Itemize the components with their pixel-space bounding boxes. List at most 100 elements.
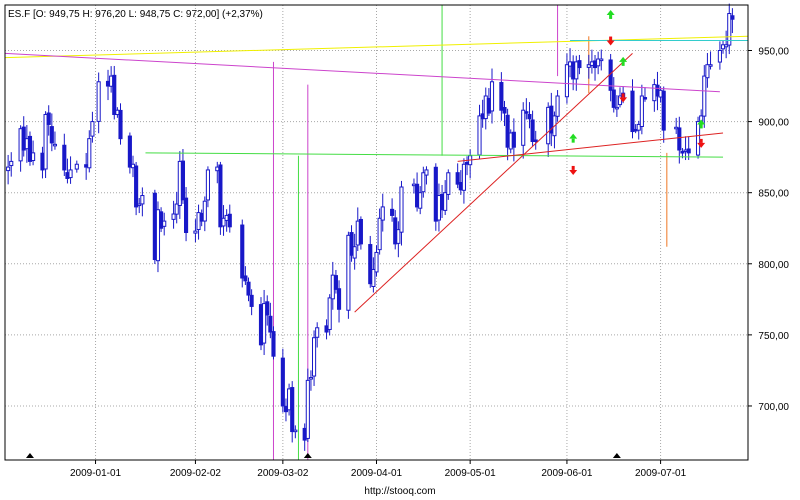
candle	[708, 51, 713, 70]
candle	[424, 166, 429, 185]
candle-body	[586, 64, 591, 68]
candle	[90, 111, 95, 143]
candle-body	[280, 357, 285, 407]
candle	[315, 322, 320, 348]
candle	[27, 131, 33, 166]
candle	[193, 219, 198, 243]
candle-body	[446, 172, 451, 195]
candle	[52, 131, 58, 150]
candle	[730, 8, 735, 34]
candle-body	[418, 192, 423, 209]
candle-body	[433, 166, 438, 222]
candle-body	[596, 58, 601, 67]
candle-body	[193, 230, 198, 234]
candle-body	[293, 429, 298, 433]
candle-body	[349, 232, 354, 256]
candle	[240, 219, 245, 288]
trend-line-red	[457, 132, 724, 162]
candle-body	[6, 166, 11, 172]
candle-body	[49, 126, 54, 144]
candle-body	[502, 106, 507, 114]
candle	[717, 41, 722, 70]
candle-body	[52, 143, 58, 147]
candle-body	[533, 139, 538, 143]
candle-body	[642, 97, 648, 100]
candle-body	[243, 275, 248, 282]
candle-body	[577, 60, 582, 69]
candle	[577, 54, 582, 75]
candle	[396, 221, 401, 258]
candle	[533, 130, 538, 150]
candle-body	[249, 294, 254, 307]
candle	[134, 162, 139, 216]
x-axis-ticks: 2009-01-01 2009-02-02 2009-03-02 2009-04-01…	[70, 460, 687, 479]
candle-body	[46, 112, 51, 125]
candle-body	[374, 251, 379, 273]
candle-body	[68, 169, 73, 179]
candle	[271, 326, 276, 360]
candle	[358, 216, 363, 250]
candle-body	[174, 203, 179, 215]
candle	[227, 204, 232, 233]
candle-body	[461, 163, 466, 191]
x-tick-label: 2009-03-02	[257, 468, 309, 479]
candle	[262, 289, 267, 355]
candle-body	[380, 206, 385, 221]
candle-body	[399, 186, 404, 233]
candle-body	[112, 74, 117, 115]
candle-body	[90, 121, 95, 137]
candle	[87, 130, 92, 173]
candle-body	[424, 169, 429, 176]
candle-body	[702, 75, 707, 117]
bottom-marker-icon	[25, 453, 34, 458]
candle	[155, 201, 161, 273]
candle	[174, 191, 179, 224]
candle-body	[677, 127, 682, 151]
candle	[418, 186, 423, 215]
candle-body	[315, 327, 320, 338]
x-tick-label: 2009-05-01	[445, 468, 497, 479]
candle-body	[371, 268, 376, 288]
candle-body	[246, 281, 251, 296]
candle-body	[327, 297, 332, 330]
arrow-up-icon	[697, 119, 706, 129]
candle-body	[127, 135, 132, 168]
candle	[31, 140, 36, 166]
candle-body	[564, 64, 569, 98]
candle	[505, 108, 510, 161]
candle	[489, 68, 495, 124]
x-tick-label: 2009-06-01	[541, 468, 593, 479]
y-tick-label: 800,00	[758, 260, 789, 271]
candle-body	[290, 387, 295, 433]
candle	[461, 158, 466, 204]
candle	[374, 245, 379, 277]
candle-body	[227, 213, 232, 228]
candle-body	[358, 218, 363, 245]
x-tick-label: 2009-07-01	[635, 468, 687, 479]
candle	[43, 111, 48, 179]
candle	[221, 205, 226, 236]
candle-body	[333, 275, 338, 290]
candle-body	[305, 379, 310, 439]
candle-body	[346, 234, 351, 311]
y-tick-label: 850,00	[758, 189, 789, 200]
candle-body	[9, 160, 14, 167]
trend-line-yellow	[4, 35, 749, 59]
candle	[521, 102, 526, 159]
candle	[527, 102, 532, 129]
candle-body	[505, 114, 510, 148]
signal-arrows	[569, 9, 706, 175]
candle	[218, 161, 223, 235]
candles	[6, 3, 735, 451]
candle-body	[511, 131, 516, 148]
candle	[455, 163, 460, 189]
x-tick-label: 2009-01-01	[70, 468, 122, 479]
candle	[112, 65, 117, 120]
candle	[96, 72, 101, 134]
candle	[346, 231, 351, 319]
x-tick-label: 2009-04-01	[351, 468, 403, 479]
candle	[265, 295, 270, 326]
candle	[705, 53, 710, 88]
